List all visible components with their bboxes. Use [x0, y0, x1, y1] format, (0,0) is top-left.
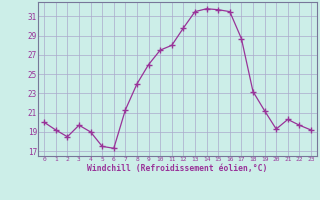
X-axis label: Windchill (Refroidissement éolien,°C): Windchill (Refroidissement éolien,°C) — [87, 164, 268, 173]
